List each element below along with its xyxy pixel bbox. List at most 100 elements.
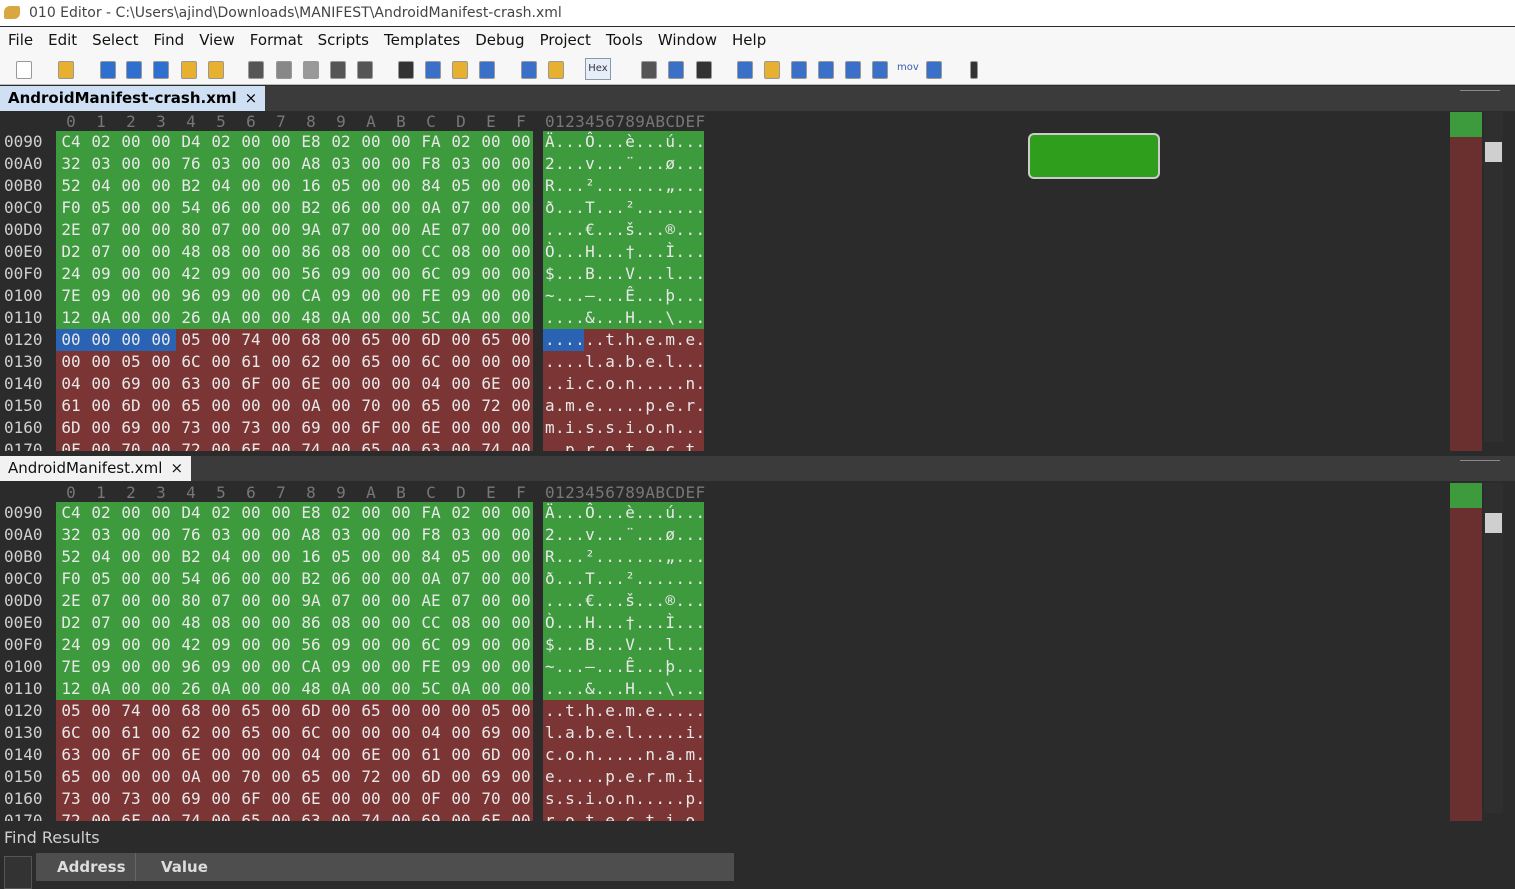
byte[interactable]: 00 <box>361 198 381 217</box>
byte[interactable]: 02 <box>211 132 231 151</box>
byte[interactable]: 00 <box>391 154 411 173</box>
byte[interactable]: FE <box>421 657 441 676</box>
file-tab[interactable]: AndroidManifest.xml × <box>0 456 192 481</box>
ascii-text[interactable]: ..t.h.e.m.e..... <box>545 701 706 720</box>
byte[interactable]: 6C <box>301 723 321 742</box>
byte[interactable]: B2 <box>301 569 321 588</box>
byte[interactable]: 6C <box>421 264 441 283</box>
byte[interactable]: 02 <box>331 132 351 151</box>
byte[interactable]: 00 <box>121 635 141 654</box>
byte[interactable]: 62 <box>301 352 321 371</box>
byte[interactable]: 08 <box>451 613 471 632</box>
menu-item[interactable]: Window <box>657 31 718 49</box>
byte[interactable]: 00 <box>61 330 81 349</box>
toolbar-button[interactable] <box>764 61 780 79</box>
byte[interactable]: 00 <box>391 286 411 305</box>
byte[interactable]: 00 <box>121 308 141 327</box>
byte[interactable]: 09 <box>211 635 231 654</box>
byte[interactable]: 00 <box>121 767 141 786</box>
byte[interactable]: 00 <box>391 264 411 283</box>
byte[interactable]: 00 <box>271 701 291 720</box>
byte[interactable]: 00 <box>241 132 261 151</box>
byte[interactable]: 70 <box>121 440 141 451</box>
byte[interactable]: 0A <box>331 308 351 327</box>
byte[interactable]: 04 <box>61 374 81 393</box>
ascii-text[interactable]: c.o.n.....n.a.m. <box>545 745 706 764</box>
byte[interactable]: 00 <box>391 635 411 654</box>
byte[interactable]: 96 <box>181 286 201 305</box>
byte[interactable]: 00 <box>361 242 381 261</box>
byte[interactable]: 00 <box>511 635 531 654</box>
ascii-text[interactable]: ..p.r.o.t.e.c.t. <box>545 440 706 451</box>
byte[interactable]: 00 <box>481 352 501 371</box>
toolbar-button[interactable] <box>970 61 978 79</box>
byte[interactable]: 00 <box>271 264 291 283</box>
toolbar-button[interactable] <box>479 61 495 79</box>
byte[interactable]: 00 <box>361 547 381 566</box>
tab-nav[interactable] <box>1460 460 1500 473</box>
byte[interactable]: 00 <box>511 396 531 415</box>
byte[interactable]: 6C <box>61 723 81 742</box>
byte[interactable]: 00 <box>121 154 141 173</box>
byte[interactable]: 00 <box>391 767 411 786</box>
byte[interactable]: 09 <box>211 657 231 676</box>
byte[interactable]: 02 <box>211 503 231 522</box>
byte[interactable]: 09 <box>91 264 111 283</box>
byte[interactable]: 00 <box>391 679 411 698</box>
byte[interactable]: 86 <box>301 613 321 632</box>
byte[interactable]: 0F <box>61 440 81 451</box>
byte[interactable]: 65 <box>241 723 261 742</box>
byte[interactable]: 00 <box>271 440 291 451</box>
toolbar-button[interactable] <box>181 61 197 79</box>
byte[interactable]: 00 <box>391 220 411 239</box>
toolbar-button[interactable] <box>357 61 373 79</box>
byte[interactable]: 00 <box>361 789 381 808</box>
byte[interactable]: C4 <box>61 132 81 151</box>
byte[interactable]: 00 <box>121 569 141 588</box>
toolbar-button[interactable] <box>16 61 32 79</box>
byte[interactable]: 06 <box>211 569 231 588</box>
byte[interactable]: 65 <box>361 701 381 720</box>
byte[interactable]: 80 <box>181 591 201 610</box>
byte[interactable]: 70 <box>241 767 261 786</box>
ascii-text[interactable]: 2...v...¨...ø... <box>545 525 706 544</box>
byte[interactable]: 09 <box>451 264 471 283</box>
byte[interactable]: 72 <box>361 767 381 786</box>
byte[interactable]: 00 <box>481 613 501 632</box>
byte[interactable]: 6F <box>121 745 141 764</box>
toolbar-button[interactable] <box>330 61 346 79</box>
byte[interactable]: 00 <box>151 569 171 588</box>
byte[interactable]: 65 <box>241 811 261 821</box>
byte[interactable]: 07 <box>91 242 111 261</box>
byte[interactable]: 09 <box>451 286 471 305</box>
byte[interactable]: 00 <box>271 767 291 786</box>
byte[interactable]: 00 <box>331 767 351 786</box>
byte[interactable]: 05 <box>91 198 111 217</box>
byte[interactable]: 52 <box>61 176 81 195</box>
byte[interactable]: 00 <box>361 264 381 283</box>
byte[interactable]: F0 <box>61 569 81 588</box>
byte[interactable]: 65 <box>421 396 441 415</box>
byte[interactable]: 00 <box>271 569 291 588</box>
byte[interactable]: 00 <box>241 613 261 632</box>
ascii-text[interactable]: ......t.h.e.m.e. <box>545 330 706 349</box>
ascii-text[interactable]: Ä...Ô...è...ú... <box>545 132 706 151</box>
byte[interactable]: 26 <box>181 308 201 327</box>
byte[interactable]: 00 <box>361 308 381 327</box>
byte[interactable]: 73 <box>121 789 141 808</box>
byte[interactable]: 07 <box>451 220 471 239</box>
byte[interactable]: 00 <box>511 220 531 239</box>
byte[interactable]: 00 <box>361 613 381 632</box>
byte[interactable]: 80 <box>181 220 201 239</box>
ascii-text[interactable]: ð...T...²....... <box>545 569 706 588</box>
byte[interactable]: 00 <box>511 811 531 821</box>
byte[interactable]: 00 <box>361 569 381 588</box>
byte[interactable]: 00 <box>271 613 291 632</box>
byte[interactable]: 00 <box>151 264 171 283</box>
byte[interactable]: 6E <box>301 374 321 393</box>
toolbar-button[interactable] <box>276 61 292 79</box>
byte[interactable]: 69 <box>301 418 321 437</box>
byte[interactable]: 6F <box>121 811 141 821</box>
byte[interactable]: 6F <box>241 374 261 393</box>
byte[interactable]: 00 <box>391 811 411 821</box>
